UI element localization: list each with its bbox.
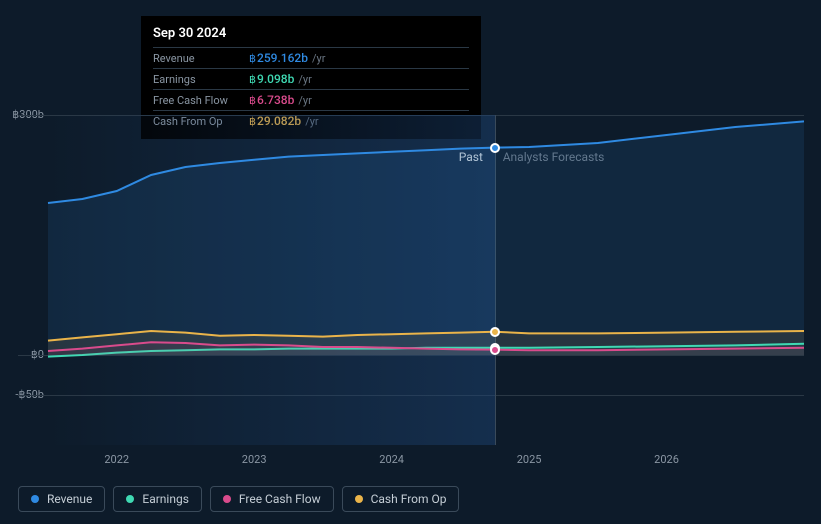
chart-plot-area xyxy=(18,115,804,445)
tooltip-currency: ฿ xyxy=(249,73,256,86)
tooltip-unit: /yr xyxy=(312,52,325,65)
tooltip-metric-label: Revenue xyxy=(153,52,249,65)
series-marker xyxy=(490,345,500,355)
tooltip-unit: /yr xyxy=(298,73,311,86)
legend-dot-icon xyxy=(223,495,231,503)
legend-dot-icon xyxy=(31,495,39,503)
legend-label: Free Cash Flow xyxy=(239,492,321,506)
tooltip-value: 9.098b xyxy=(257,72,294,86)
legend-item[interactable]: Cash From Op xyxy=(342,486,460,512)
legend-label: Revenue xyxy=(47,492,92,506)
financial-chart: ฿300b฿0-฿50b Past Analysts Forecasts 202… xyxy=(18,115,804,455)
legend-item[interactable]: Free Cash Flow xyxy=(210,486,334,512)
tooltip-value: 6.738b xyxy=(257,93,294,107)
tooltip-row: Free Cash Flow฿6.738b/yr xyxy=(153,89,469,110)
legend-item[interactable]: Revenue xyxy=(18,486,105,512)
series-fill xyxy=(48,121,804,355)
tooltip-value: 259.162b xyxy=(257,51,308,65)
tooltip-currency: ฿ xyxy=(249,52,256,65)
tooltip-unit: /yr xyxy=(298,94,311,107)
x-axis-label: 2022 xyxy=(104,453,129,466)
x-axis-label: 2023 xyxy=(242,453,267,466)
chart-legend: Revenue Earnings Free Cash Flow Cash From O… xyxy=(18,486,459,512)
legend-label: Earnings xyxy=(142,492,189,506)
tooltip-metric-label: Free Cash Flow xyxy=(153,94,249,107)
tooltip-date: Sep 30 2024 xyxy=(153,26,469,41)
tooltip-row: Revenue฿259.162b/yr xyxy=(153,47,469,68)
tooltip-metric-label: Earnings xyxy=(153,73,249,86)
legend-dot-icon xyxy=(355,495,363,503)
series-marker xyxy=(490,143,500,153)
legend-item[interactable]: Earnings xyxy=(113,486,202,512)
x-axis-label: 2025 xyxy=(517,453,542,466)
legend-label: Cash From Op xyxy=(371,492,447,506)
legend-dot-icon xyxy=(126,495,134,503)
series-marker xyxy=(490,327,500,337)
tooltip-row: Earnings฿9.098b/yr xyxy=(153,68,469,89)
x-axis-label: 2024 xyxy=(379,453,404,466)
x-axis-label: 2026 xyxy=(654,453,679,466)
tooltip-currency: ฿ xyxy=(249,94,256,107)
